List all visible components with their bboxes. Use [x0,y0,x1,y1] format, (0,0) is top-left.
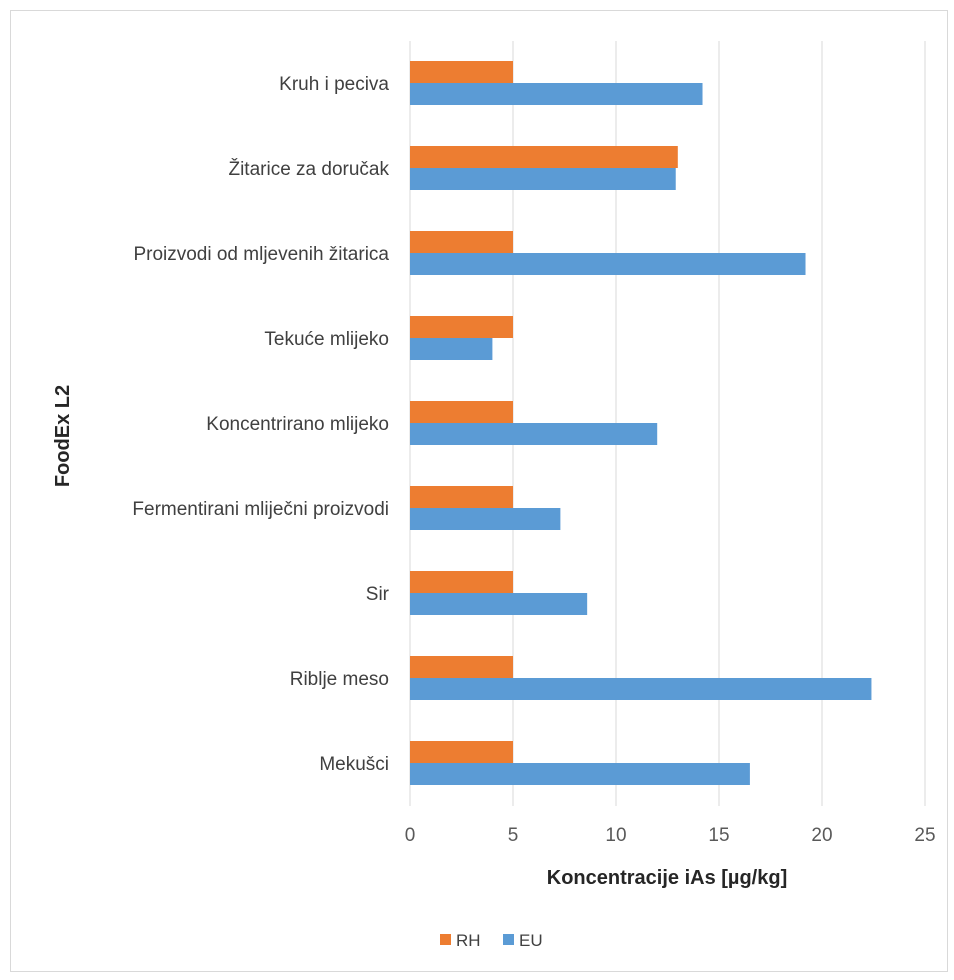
bar-eu [410,508,561,530]
bar-rh [410,741,513,763]
bar-rh [410,571,513,593]
category-labels: Kruh i peciva Žitarice za doručak Proizvod… [132,74,389,775]
bar-rh [410,486,513,508]
bar-rh [410,61,513,83]
bar-eu [410,423,658,445]
bar-rh [410,146,678,168]
x-axis-title: Koncentracije iAs [µg/kg] [547,867,787,889]
bar-eu [410,83,703,105]
bar-eu [410,338,493,360]
bar-eu [410,593,588,615]
bar-eu [410,253,806,275]
category-label: Sir [366,584,390,605]
x-tick-labels: 0 5 10 15 20 25 [405,825,936,846]
bar-eu [410,678,872,700]
x-tick-label: 20 [811,825,832,846]
category-label: Koncentrirano mlijeko [206,414,389,435]
bar-rh [410,401,513,423]
category-label: Žitarice za doručak [228,158,389,180]
legend: RH EU [440,931,543,950]
bar-rh [410,316,513,338]
bar-eu [410,168,676,190]
category-label: Proizvodi od mljevenih žitarica [133,244,389,265]
x-tick-label: 5 [508,825,519,846]
legend-swatch-rh [440,934,451,945]
category-label: Fermentirani mliječni proizvodi [132,499,389,520]
x-tick-label: 15 [708,825,729,846]
x-tick-label: 10 [605,825,626,846]
legend-label-eu: EU [519,931,543,950]
bar-rh [410,231,513,253]
category-label: Tekuće mlijeko [264,329,389,350]
bar-rh [410,656,513,678]
bar-chart: Kruh i peciva Žitarice za doručak Proizvod… [52,41,936,950]
legend-swatch-eu [503,934,514,945]
y-axis-title: FoodEx L2 [52,385,74,487]
bar-eu [410,763,750,785]
category-label: Kruh i peciva [279,74,389,95]
chart-frame: Kruh i peciva Žitarice za doručak Proizvod… [10,10,948,972]
legend-label-rh: RH [456,931,481,950]
category-label: Mekušci [319,754,389,775]
category-label: Riblje meso [290,669,389,690]
x-tick-label: 25 [914,825,935,846]
x-tick-label: 0 [405,825,416,846]
bars [410,61,872,785]
